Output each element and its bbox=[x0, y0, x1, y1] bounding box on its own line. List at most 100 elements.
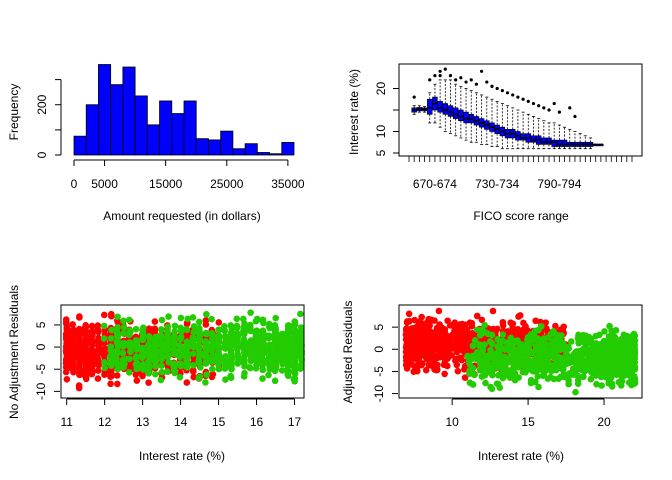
outlier-point bbox=[438, 69, 442, 73]
scatter-point bbox=[272, 363, 280, 370]
scatter-point bbox=[63, 340, 71, 348]
scatter-point bbox=[119, 356, 127, 364]
outlier-point bbox=[469, 78, 473, 82]
histogram-bar bbox=[146, 124, 160, 156]
scatter-point bbox=[62, 316, 70, 323]
scatter-point bbox=[197, 364, 204, 371]
outlier-point bbox=[505, 91, 510, 95]
scatter-point bbox=[544, 334, 552, 341]
scatter-point bbox=[259, 375, 266, 382]
scatter-point bbox=[565, 380, 572, 388]
scatter-point bbox=[534, 335, 541, 342]
scatter-point bbox=[266, 324, 274, 332]
fico-boxplot-panel: 670-674 730-734 790-794 5 10 20 FICO score r… bbox=[347, 63, 643, 223]
scatter-point bbox=[410, 368, 418, 376]
scatter-point bbox=[221, 326, 228, 334]
scatter-point bbox=[234, 342, 241, 350]
scatter-point bbox=[521, 326, 529, 333]
box bbox=[463, 111, 469, 124]
scatter-point bbox=[473, 326, 481, 333]
scatter-point bbox=[183, 326, 191, 334]
scatter-point bbox=[203, 371, 210, 379]
scatter-point bbox=[426, 354, 433, 361]
scatter-point bbox=[240, 349, 248, 357]
scatter-point bbox=[247, 321, 254, 329]
scatter-point bbox=[266, 342, 273, 350]
amount-histogram-panel: 0 5000 15000 25000 35000 0 200 Amount request… bbox=[7, 64, 305, 223]
outlier-point bbox=[516, 95, 520, 99]
scatter-point bbox=[221, 356, 228, 364]
scatter-point bbox=[587, 335, 595, 343]
scatter-point bbox=[113, 329, 121, 336]
box bbox=[556, 139, 563, 147]
scatter-point bbox=[152, 337, 160, 344]
scatter-point bbox=[542, 319, 549, 326]
y-tick-label: 20 bbox=[374, 82, 388, 96]
scatter-point bbox=[82, 361, 90, 369]
scatter-point bbox=[108, 326, 115, 334]
scatter-point bbox=[89, 362, 96, 370]
scatter-point bbox=[515, 350, 522, 357]
scatter-point bbox=[598, 382, 605, 389]
scatter-point bbox=[94, 350, 102, 358]
scatter-point bbox=[107, 356, 114, 363]
boxplot-outliers bbox=[412, 67, 577, 119]
scatter-point bbox=[499, 318, 507, 326]
scatter-point bbox=[469, 342, 477, 350]
scatter-point bbox=[603, 350, 610, 358]
scatter-point bbox=[190, 361, 197, 369]
scatter-point bbox=[170, 340, 178, 347]
scatter-point bbox=[463, 331, 471, 339]
scatter-point bbox=[132, 325, 140, 333]
scatter-point bbox=[291, 362, 299, 370]
scatter-point bbox=[631, 366, 639, 373]
scatter-point bbox=[76, 339, 84, 346]
outlier-point bbox=[448, 74, 453, 78]
scatter-point bbox=[403, 318, 411, 325]
scatter-point bbox=[203, 353, 210, 361]
scatter-point bbox=[285, 360, 292, 367]
scatter-point bbox=[125, 316, 133, 324]
scatter-point bbox=[140, 366, 147, 373]
scatter-point bbox=[145, 325, 153, 332]
scatter-point bbox=[629, 349, 636, 357]
scatter-point bbox=[63, 323, 71, 331]
scatter-point bbox=[417, 319, 425, 327]
scatter-point bbox=[592, 332, 600, 340]
box bbox=[561, 139, 568, 147]
scatter-point bbox=[240, 315, 247, 323]
y-tick-label: -10 bbox=[34, 382, 48, 400]
scatter-point bbox=[284, 333, 292, 341]
scatter-point bbox=[290, 321, 298, 329]
scatter-point bbox=[496, 337, 503, 345]
outlier-point bbox=[474, 82, 479, 86]
x-tick-label: 14 bbox=[174, 415, 188, 429]
scatter-point bbox=[120, 324, 128, 331]
scatter-point bbox=[469, 355, 477, 362]
scatter-point bbox=[113, 349, 120, 356]
scatter-point bbox=[448, 342, 455, 350]
y-tick-label: 0 bbox=[372, 346, 386, 353]
outlier-point bbox=[459, 76, 463, 80]
scatter-point bbox=[190, 373, 198, 381]
scatter-point bbox=[151, 348, 159, 356]
x-ticks: 10 15 20 bbox=[445, 398, 611, 429]
scatter-point bbox=[145, 379, 152, 386]
scatter-point bbox=[291, 327, 299, 334]
scatter-point bbox=[82, 370, 89, 377]
scatter-point bbox=[247, 357, 255, 365]
scatter-point bbox=[221, 365, 229, 372]
scatter-point bbox=[164, 323, 172, 331]
scatter-point bbox=[487, 346, 494, 354]
scatter-point bbox=[532, 378, 539, 386]
scatter-point bbox=[94, 375, 102, 382]
scatter-point bbox=[402, 331, 410, 339]
y-ticks: -10 -5 0 5 bbox=[372, 323, 398, 402]
outlier-point bbox=[454, 78, 458, 82]
scatter-point bbox=[588, 349, 596, 356]
scatter-point bbox=[208, 315, 215, 323]
scatter-point bbox=[618, 335, 626, 343]
scatter-point bbox=[126, 331, 133, 339]
scatter-point bbox=[582, 332, 590, 339]
x-tick-label: 730-734 bbox=[475, 177, 519, 191]
